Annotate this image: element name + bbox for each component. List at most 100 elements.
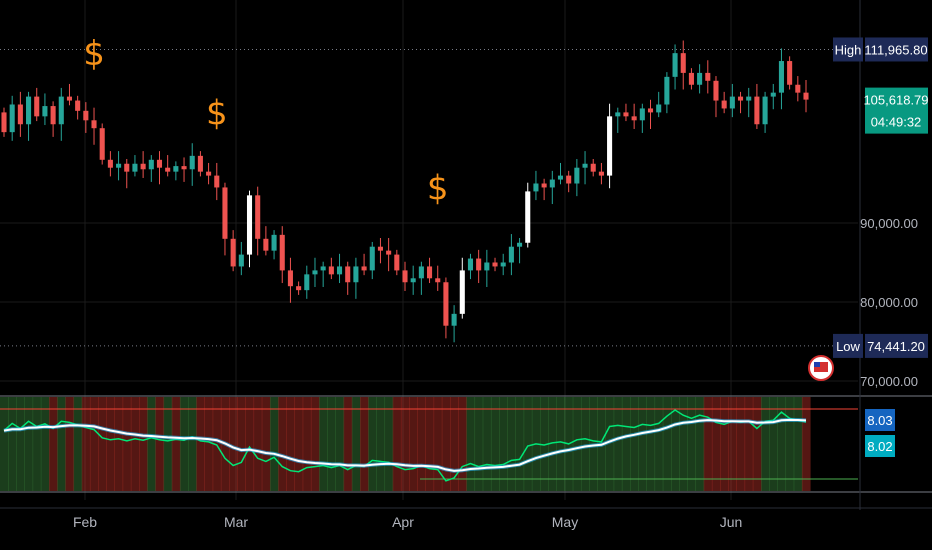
osc-fast-line bbox=[3, 409, 807, 482]
candle-body bbox=[541, 183, 547, 188]
osc-band bbox=[49, 397, 58, 491]
last-price-value: 105,618.79 bbox=[863, 93, 928, 108]
candle-body bbox=[688, 72, 694, 85]
candle-body bbox=[124, 163, 130, 172]
osc-band bbox=[40, 397, 50, 491]
candle-body bbox=[17, 104, 23, 125]
x-tick-label: Feb bbox=[73, 514, 97, 530]
candle-body bbox=[582, 163, 588, 168]
candle-body bbox=[369, 246, 375, 271]
osc-tag-value: 8.03 bbox=[867, 413, 892, 428]
candle-body bbox=[26, 96, 32, 125]
candle-body bbox=[680, 53, 686, 73]
low-tag: Low 74,441.20 bbox=[833, 333, 928, 358]
osc-band bbox=[212, 397, 222, 491]
candle-body bbox=[83, 110, 89, 121]
candle-body bbox=[206, 171, 212, 176]
flag-stripes bbox=[814, 362, 828, 372]
candle-body bbox=[590, 163, 596, 172]
candle-body bbox=[435, 278, 441, 283]
osc-band bbox=[155, 397, 165, 491]
osc-band bbox=[188, 397, 197, 491]
osc-band bbox=[294, 397, 304, 491]
osc-band bbox=[580, 397, 590, 491]
candle-body bbox=[500, 262, 506, 267]
candle-body bbox=[508, 246, 514, 263]
x-tick-label: Mar bbox=[224, 514, 248, 530]
osc-band bbox=[736, 397, 746, 491]
candle-body bbox=[386, 250, 392, 255]
osc-band bbox=[540, 397, 549, 491]
osc-band bbox=[204, 397, 214, 491]
osc-tag-bg bbox=[865, 435, 895, 457]
candle-body bbox=[427, 266, 433, 279]
osc-band bbox=[670, 397, 680, 491]
candle-body bbox=[156, 159, 163, 168]
candle-body bbox=[737, 96, 744, 101]
low-tag-value: 74,441.20 bbox=[867, 339, 925, 354]
candle-body bbox=[697, 72, 703, 85]
candle-body bbox=[9, 104, 15, 133]
osc-band bbox=[458, 397, 467, 491]
osc-band bbox=[89, 397, 99, 491]
high-tag-value-bg bbox=[865, 37, 928, 62]
price-axis: 90,000.00 80,000.00 70,000.00 bbox=[859, 0, 918, 510]
osc-band bbox=[515, 397, 525, 491]
dividend-markers: $ $ $ bbox=[83, 34, 448, 208]
candle-body bbox=[762, 96, 768, 125]
candle-body bbox=[418, 266, 424, 279]
candle-body bbox=[287, 270, 293, 287]
osc-band bbox=[122, 397, 132, 491]
osc-band bbox=[0, 397, 9, 491]
osc-band bbox=[163, 397, 173, 491]
osc-band bbox=[425, 397, 435, 491]
flag-canton bbox=[814, 362, 820, 367]
osc-band bbox=[621, 397, 631, 491]
high-tag-value: 111,965.80 bbox=[864, 42, 927, 57]
osc-band bbox=[245, 397, 255, 491]
osc-band bbox=[793, 397, 803, 491]
osc-band bbox=[605, 397, 615, 491]
candle-body bbox=[58, 96, 64, 125]
low-tag-label: Low bbox=[836, 339, 860, 354]
candle-body bbox=[222, 187, 228, 239]
candle-body bbox=[647, 108, 654, 113]
osc-band bbox=[482, 397, 492, 491]
candle-body bbox=[361, 266, 367, 271]
osc-band bbox=[130, 397, 140, 491]
x-tick-label: May bbox=[552, 514, 578, 530]
high-tag-label-bg bbox=[833, 37, 863, 62]
candle-body bbox=[353, 266, 359, 283]
osc-band bbox=[662, 397, 672, 491]
osc-tag-bg bbox=[865, 409, 895, 431]
osc-band bbox=[278, 397, 287, 491]
osc-band bbox=[400, 397, 410, 491]
osc-band bbox=[654, 397, 664, 491]
low-tag-label-bg bbox=[833, 333, 863, 358]
osc-band bbox=[417, 397, 426, 491]
price-tags: High 111,965.80 Low 74,441.20 105,618.79 04:4… bbox=[808, 37, 929, 381]
y-tick-label: 80,000.00 bbox=[860, 295, 918, 310]
osc-band bbox=[179, 397, 189, 491]
osc-band bbox=[760, 397, 770, 491]
osc-band bbox=[139, 397, 148, 491]
osc-band bbox=[433, 397, 443, 491]
candle-body bbox=[492, 262, 498, 267]
candle-body bbox=[549, 179, 555, 188]
candle-body bbox=[754, 96, 760, 125]
osc-band bbox=[548, 397, 557, 491]
candle-body bbox=[377, 246, 383, 251]
osc-band bbox=[65, 397, 75, 491]
dividend-icon: $ bbox=[427, 168, 449, 208]
candle-body bbox=[402, 270, 408, 283]
candle-body bbox=[230, 238, 236, 267]
candle-body bbox=[525, 191, 531, 243]
candle-body bbox=[66, 96, 73, 101]
osc-band bbox=[490, 397, 500, 491]
osc-band bbox=[392, 397, 402, 491]
osc-band bbox=[261, 397, 271, 491]
high-tag: High 111,965.80 bbox=[833, 37, 928, 62]
candle-body bbox=[664, 76, 670, 105]
candle-body bbox=[132, 163, 138, 172]
